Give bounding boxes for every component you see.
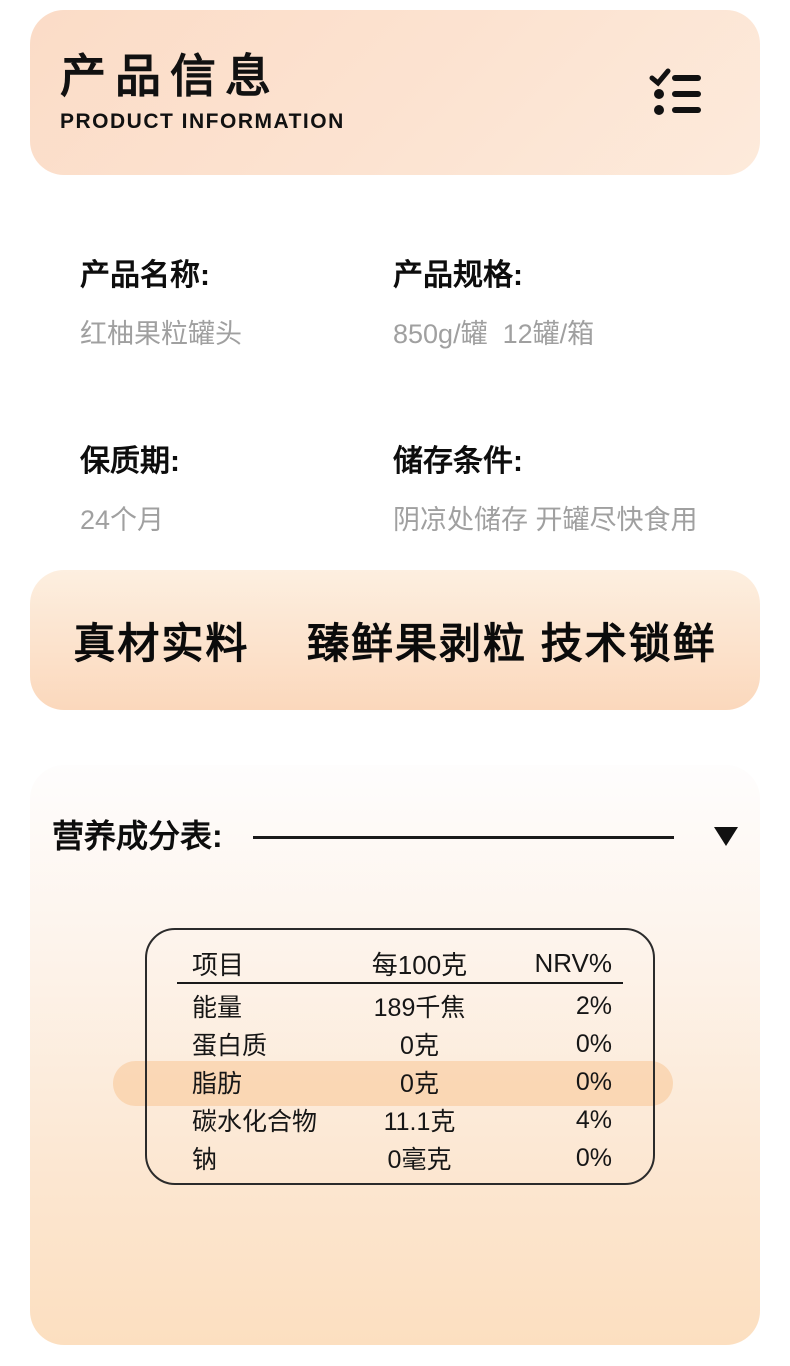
table-row-energy: 能量 189千焦 2% <box>192 987 612 1025</box>
cell-per-100g: 0毫克 <box>387 1146 452 1174</box>
cell-nrv: 2% <box>575 991 612 1020</box>
page-title: 产品信息 <box>60 50 280 103</box>
nutrition-facts-card: 营养成分表: 项目 每100克 NRV% 能量 189千焦 2% 蛋白质 0克 … <box>30 765 760 1345</box>
checklist-icon <box>649 68 701 115</box>
slogan-banner: 真材实料 臻鲜果剥粒 技术锁鲜 <box>30 570 760 710</box>
cell-nrv: 0% <box>575 1029 612 1058</box>
header-item: 项目 <box>192 950 245 980</box>
field-storage-conditions: 储存条件: 阴凉处储存 开罐尽快食用 <box>393 436 740 537</box>
cell-per-100g: 11.1克 <box>383 1108 456 1136</box>
cell-nrv: 4% <box>575 1105 612 1134</box>
cell-nrv: 0% <box>575 1143 612 1172</box>
table-row-protein: 蛋白质 0克 0% <box>192 1025 612 1063</box>
header-per-100g: 每100克 <box>371 950 468 980</box>
slogan-text: 真材实料 臻鲜果剥粒 技术锁鲜 <box>73 619 717 667</box>
cell-nrv: 0% <box>575 1067 612 1096</box>
header-nrv: NRV% <box>534 948 612 978</box>
page-subtitle: PRODUCT INFORMATION <box>60 109 345 133</box>
field-shelf-life: 保质期: 24个月 <box>80 436 393 537</box>
field-label: 储存条件: <box>393 445 523 478</box>
cell-item: 碳水化合物 <box>192 1108 318 1136</box>
nutrition-table: 项目 每100克 NRV% 能量 189千焦 2% 蛋白质 0克 0% 脂肪 0… <box>145 928 655 1185</box>
cell-item: 钠 <box>192 1146 218 1174</box>
dropdown-triangle-icon[interactable] <box>714 826 738 846</box>
field-value: 850g/罐 12罐/箱 <box>393 319 595 349</box>
field-label: 产品名称: <box>80 259 210 292</box>
table-row-carbohydrate: 碳水化合物 11.1克 4% <box>192 1101 612 1139</box>
cell-per-100g: 189千焦 <box>373 994 466 1022</box>
cell-item: 脂肪 <box>192 1070 243 1098</box>
field-label: 保质期: <box>80 445 180 478</box>
nutrition-title: 营养成分表: <box>52 818 223 854</box>
field-product-name: 产品名称: 红柚果粒罐头 <box>80 250 393 351</box>
product-information-header-card: 产品信息 PRODUCT INFORMATION <box>30 10 760 175</box>
cell-per-100g: 0克 <box>400 1070 439 1098</box>
cell-item: 能量 <box>192 994 243 1022</box>
table-row-sodium: 钠 0毫克 0% <box>192 1139 612 1177</box>
product-info-grid: 产品名称: 红柚果粒罐头 产品规格: 850g/罐 12罐/箱 保质期: 24个… <box>80 250 740 537</box>
field-product-spec: 产品规格: 850g/罐 12罐/箱 <box>393 250 740 351</box>
fat-row-highlight <box>113 1061 673 1106</box>
header-title-block: 产品信息 PRODUCT INFORMATION <box>60 51 345 134</box>
field-value: 24个月 <box>80 505 165 535</box>
table-header-divider <box>177 982 623 984</box>
horizontal-rule <box>252 835 674 839</box>
nutrition-table-header: 项目 每100克 NRV% <box>147 930 653 982</box>
cell-item: 蛋白质 <box>192 1032 268 1060</box>
nutrition-section-header: 营养成分表: <box>30 765 760 857</box>
field-value: 红柚果粒罐头 <box>80 319 242 349</box>
nutrition-table-body: 能量 189千焦 2% 蛋白质 0克 0% 脂肪 0克 0% 碳水化合物 11.… <box>147 984 653 1177</box>
field-value: 阴凉处储存 开罐尽快食用 <box>393 505 698 535</box>
table-row-fat: 脂肪 0克 0% <box>192 1063 612 1101</box>
field-label: 产品规格: <box>393 259 523 292</box>
cell-per-100g: 0克 <box>400 1032 439 1060</box>
